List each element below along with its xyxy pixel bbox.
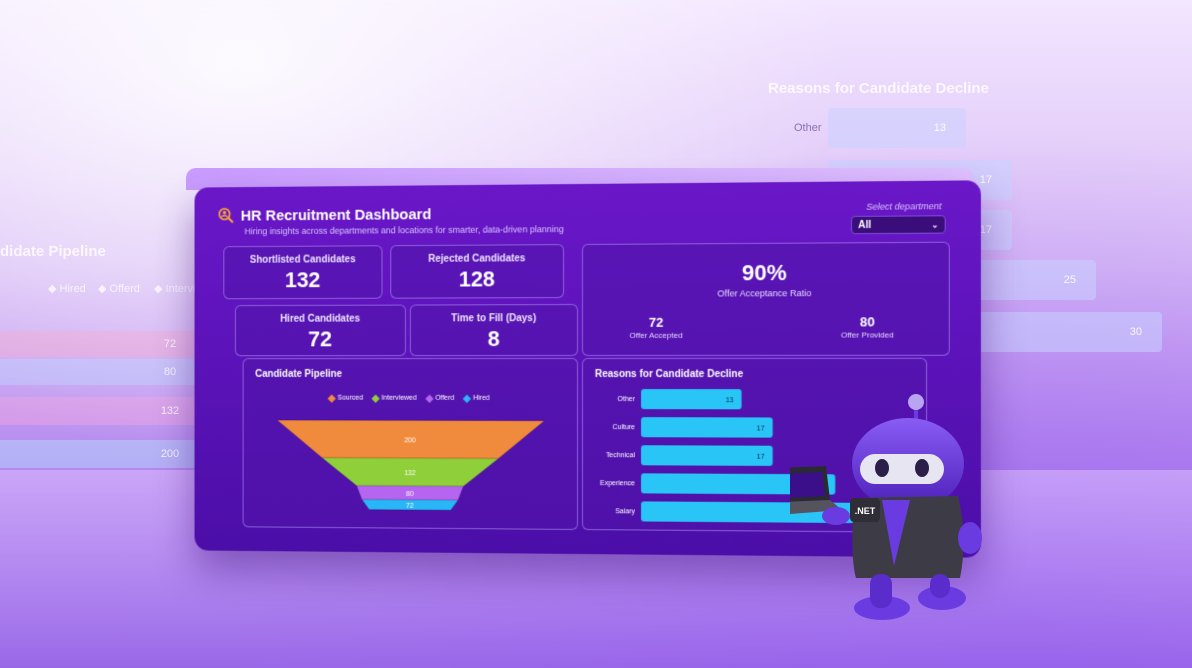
- kpi-shortlisted: Shortlisted Candidates 132: [223, 245, 382, 299]
- ghost-legend-item: ◆ Hired: [48, 282, 86, 295]
- kpi-rejected: Rejected Candidates 128: [390, 244, 564, 299]
- offer-provided-label: Offer Provided: [821, 330, 913, 339]
- ghost-pipeline-title: didate Pipeline: [0, 243, 106, 260]
- kpi-label: Rejected Candidates: [391, 253, 563, 265]
- offer-card: 90% Offer Acceptance Ratio 72 Offer Acce…: [582, 242, 950, 356]
- bar-data-label: 17: [757, 454, 765, 461]
- kpi-value: 72: [236, 326, 405, 352]
- ghost-decline-label: Other: [794, 122, 822, 134]
- bar-data-label: 17: [757, 425, 765, 432]
- bar-category-label: Experience: [600, 480, 635, 487]
- funnel-data-label: 200: [404, 437, 416, 444]
- laptop-display: [790, 472, 825, 498]
- bar-category-label: Culture: [612, 424, 635, 431]
- bar-category-label: Technical: [606, 452, 636, 459]
- ghost-legend-item: ◆ Offerd: [98, 282, 140, 295]
- kpi-label: Shortlisted Candidates: [224, 254, 381, 266]
- bar-data-label: 13: [726, 397, 734, 404]
- offer-accepted-label: Offer Accepted: [611, 331, 701, 340]
- funnel-data-label: 72: [406, 503, 414, 510]
- offer-ratio: 90%: [583, 259, 949, 287]
- mascot-leg: [930, 574, 950, 598]
- kpi-time-to-fill: Time to Fill (Days) 8: [410, 304, 578, 356]
- mascot-hand: [958, 522, 982, 554]
- ghost-decline-title: Reasons for Candidate Decline: [768, 80, 989, 97]
- funnel-data-label: 80: [406, 491, 414, 498]
- page-title: HR Recruitment Dashboard: [241, 206, 432, 224]
- mascot-eye: [915, 459, 929, 477]
- dashboard-header: HR Recruitment Dashboard: [218, 205, 432, 224]
- kpi-label: Time to Fill (Days): [411, 313, 577, 324]
- offer-provided-value: 80: [821, 314, 913, 329]
- search-user-icon: [218, 207, 235, 225]
- bar-category-label: Other: [618, 396, 636, 403]
- offer-accepted-value: 72: [611, 315, 701, 330]
- page-subtitle: Hiring insights across departments and l…: [245, 224, 564, 236]
- mascot-badge: .NET: [855, 506, 876, 516]
- funnel-data-label: 132: [404, 470, 416, 477]
- department-select-value: All: [858, 219, 871, 230]
- mascot-eye: [875, 459, 889, 477]
- mascot-hand: [822, 507, 850, 525]
- pipeline-panel: Candidate Pipeline Sourced Interviewed O…: [243, 358, 578, 530]
- mascot-leg: [870, 574, 892, 608]
- bar-culture: [641, 417, 773, 438]
- dotnet-bot-mascot: .NET: [790, 388, 990, 638]
- department-label: Select department: [866, 201, 941, 212]
- bar-technical: [641, 445, 773, 466]
- chevron-down-icon: ⌄: [932, 220, 939, 229]
- pipeline-funnel-chart: 200 132 80 72: [244, 359, 579, 531]
- kpi-value: 128: [391, 266, 563, 293]
- offer-ratio-label: Offer Acceptance Ratio: [583, 288, 949, 299]
- kpi-value: 132: [224, 267, 381, 293]
- kpi-label: Hired Candidates: [236, 313, 405, 324]
- mascot-mask: [860, 454, 944, 484]
- department-select[interactable]: All ⌄: [851, 215, 946, 234]
- antenna-ball: [908, 394, 924, 410]
- kpi-value: 8: [411, 326, 577, 352]
- ghost-decline-bar: 13: [828, 108, 966, 148]
- bar-category-label: Salary: [615, 508, 635, 515]
- kpi-hired: Hired Candidates 72: [235, 305, 406, 357]
